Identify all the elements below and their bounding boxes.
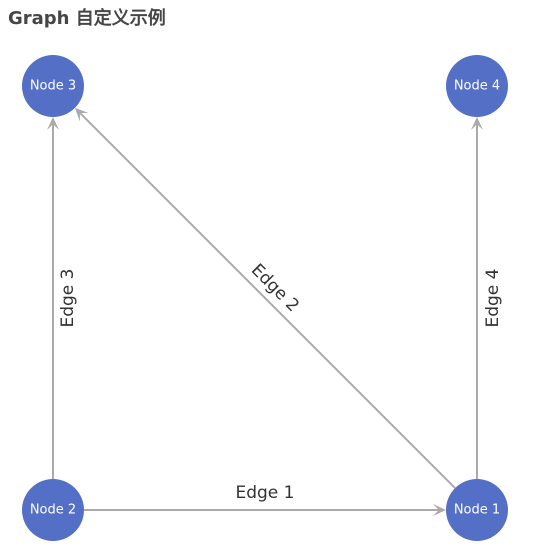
nodes-layer: Node 1 Node 2 Node 3 Node 4 (22, 55, 508, 541)
chart-title: Graph 自定义示例 (8, 8, 166, 29)
node-circle-n4[interactable] (446, 55, 508, 117)
edge-e1[interactable]: Edge 1 (84, 483, 446, 516)
node-label-n4: Node 4 (454, 79, 500, 94)
edge-label-e1: Edge 1 (235, 483, 294, 503)
node-circle-n1[interactable] (446, 479, 508, 541)
edge-e4[interactable]: Edge 4 (471, 117, 503, 479)
node-n4[interactable]: Node 4 (446, 55, 508, 117)
node-label-n3: Node 3 (30, 79, 76, 94)
edge-e3[interactable]: Edge 3 (47, 117, 78, 479)
edge-label-e4: Edge 4 (483, 268, 503, 327)
node-label-n2: Node 2 (30, 503, 76, 518)
edge-e2[interactable]: Edge 2 (74, 107, 456, 489)
edge-line-e2[interactable] (78, 111, 456, 489)
node-circle-n2[interactable] (22, 479, 84, 541)
node-circle-n3[interactable] (22, 55, 84, 117)
arrow-icon (433, 504, 446, 516)
arrow-icon (74, 107, 89, 122)
node-label-n1: Node 1 (454, 503, 500, 518)
edge-label-e3: Edge 3 (58, 268, 78, 327)
arrow-icon (47, 117, 59, 130)
arrow-icon (471, 117, 483, 130)
node-n2[interactable]: Node 2 (22, 479, 84, 541)
node-n1[interactable]: Node 1 (446, 479, 508, 541)
node-n3[interactable]: Node 3 (22, 55, 84, 117)
